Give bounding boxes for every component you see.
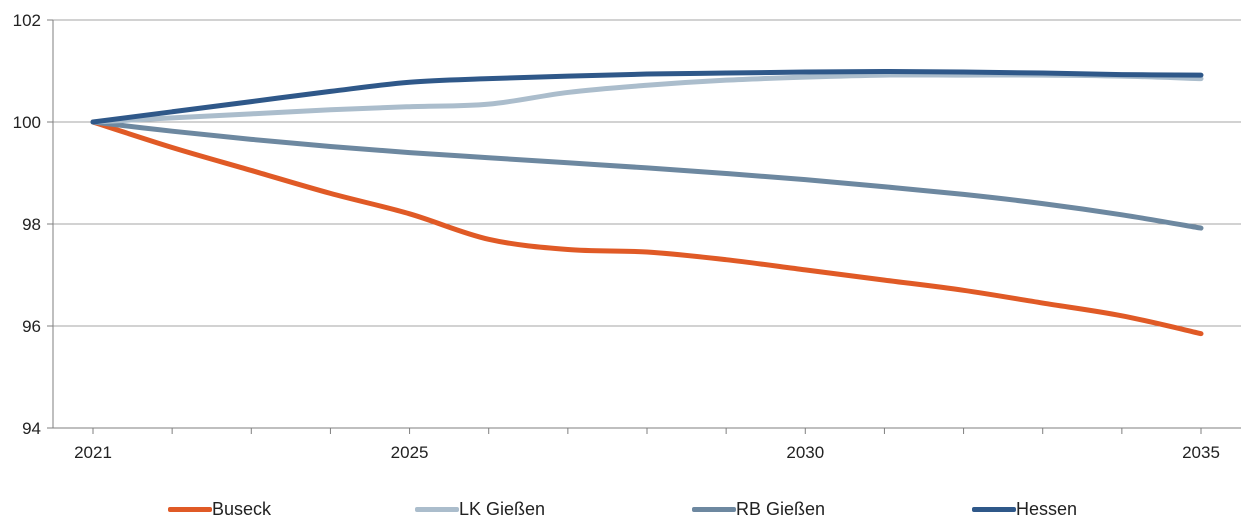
y-tick-label: 98 bbox=[22, 215, 41, 234]
legend-label: RB Gießen bbox=[736, 498, 826, 519]
legend-label: LK Gießen bbox=[459, 498, 546, 519]
legend-item-hessen: Hessen bbox=[972, 497, 1077, 521]
legend-item-lk-giessen: LK Gießen bbox=[415, 497, 545, 521]
x-tick-label: 2030 bbox=[786, 443, 824, 462]
series-line-rb-giessen bbox=[90, 119, 1204, 231]
x-tick-label: 2021 bbox=[74, 443, 112, 462]
y-tick-label: 100 bbox=[13, 113, 41, 132]
legend-swatch bbox=[972, 506, 1016, 512]
tick-labels: 94 96 98 100 102 2021 2025 2030 2035 bbox=[13, 11, 1220, 462]
legend-swatch bbox=[415, 506, 459, 512]
legend-label: Buseck bbox=[212, 498, 272, 519]
x-tick-label: 2025 bbox=[391, 443, 429, 462]
legend-item-buseck: Buseck bbox=[168, 497, 271, 521]
axes bbox=[47, 19, 1241, 434]
legend-label: Hessen bbox=[1016, 498, 1078, 519]
y-tick-label: 102 bbox=[13, 11, 41, 30]
legend: Buseck LK Gießen RB Gießen Hessen bbox=[0, 497, 1251, 521]
series-lines bbox=[90, 69, 1204, 337]
legend-swatch bbox=[692, 506, 736, 512]
y-tick-label: 96 bbox=[22, 317, 41, 336]
series-line-hessen bbox=[90, 69, 1204, 125]
y-tick-label: 94 bbox=[22, 419, 41, 438]
gridlines bbox=[53, 19, 1241, 327]
legend-item-rb-giessen: RB Gießen bbox=[692, 497, 825, 521]
series-line-buseck bbox=[90, 119, 1204, 337]
legend-swatch bbox=[168, 506, 212, 512]
x-tick-label: 2035 bbox=[1182, 443, 1220, 462]
